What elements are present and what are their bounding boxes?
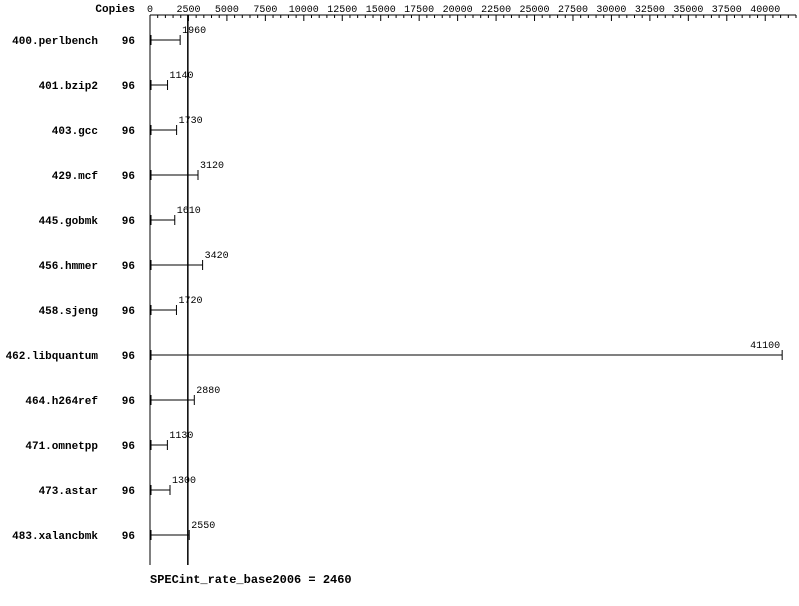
bar-value-label: 1130 [169,431,193,442]
bar-value-label: 1960 [182,26,206,37]
benchmark-copies: 96 [122,531,135,543]
bar-value-label: 2550 [191,521,215,532]
benchmark-name: 400.perlbench [12,36,98,48]
axis-tick-label: 27500 [558,5,588,16]
benchmark-name: 403.gcc [52,126,98,138]
axis-tick-label: 37500 [712,5,742,16]
benchmark-name: 429.mcf [52,171,99,183]
benchmark-copies: 96 [122,486,135,498]
axis-tick-label: 5000 [215,5,239,16]
benchmark-name: 445.gobmk [39,216,99,228]
benchmark-name: 462.libquantum [6,351,99,363]
benchmark-name: 401.bzip2 [39,81,98,93]
benchmark-copies: 96 [122,261,135,273]
axis-tick-label: 10000 [289,5,319,16]
axis-tick-label: 2500 [176,5,200,16]
axis-tick-label: 12500 [327,5,357,16]
axis-tick-label: 17500 [404,5,434,16]
bar-value-label: 41100 [750,341,780,352]
benchmark-name: 458.sjeng [39,306,98,318]
benchmark-copies: 96 [122,396,135,408]
axis-tick-label: 30000 [596,5,626,16]
benchmark-copies: 96 [122,36,135,48]
axis-tick-label: 20000 [443,5,473,16]
axis-tick-label: 32500 [635,5,665,16]
benchmark-copies: 96 [122,306,135,318]
reference-label: SPECint_rate_base2006 = 2460 [150,573,352,587]
benchmark-copies: 96 [122,81,135,93]
benchmark-copies: 96 [122,216,135,228]
benchmark-copies: 96 [122,351,135,363]
bar-value-label: 1140 [170,71,194,82]
bar-value-label: 3420 [205,251,229,262]
benchmark-name: 473.astar [39,486,98,498]
bar-value-label: 1730 [179,116,203,127]
benchmark-copies: 96 [122,441,135,453]
benchmark-copies: 96 [122,171,135,183]
axis-tick-label: 35000 [673,5,703,16]
bar-value-label: 1720 [178,296,202,307]
axis-tick-label: 15000 [366,5,396,16]
benchmark-name: 464.h264ref [25,396,98,408]
bar-value-label: 1610 [177,206,201,217]
axis-tick-label: 7500 [253,5,277,16]
benchmark-copies: 96 [122,126,135,138]
axis-tick-label: 40000 [750,5,780,16]
bar-value-label: 3120 [200,161,224,172]
copies-header: Copies [95,4,135,16]
bar-value-label: 1300 [172,476,196,487]
chart-background [0,0,799,606]
axis-tick-label: 25000 [520,5,550,16]
benchmark-name: 483.xalancbmk [12,531,98,543]
spec-chart: 0 2500 5000 7500 10000 12500 15000 17500 20000 22… [0,0,799,606]
axis-tick-label: 0 [147,5,153,16]
axis-tick-label: 22500 [481,5,511,16]
bar-value-label: 2880 [196,386,220,397]
benchmark-name: 471.omnetpp [25,441,98,453]
benchmark-name: 456.hmmer [39,261,98,273]
